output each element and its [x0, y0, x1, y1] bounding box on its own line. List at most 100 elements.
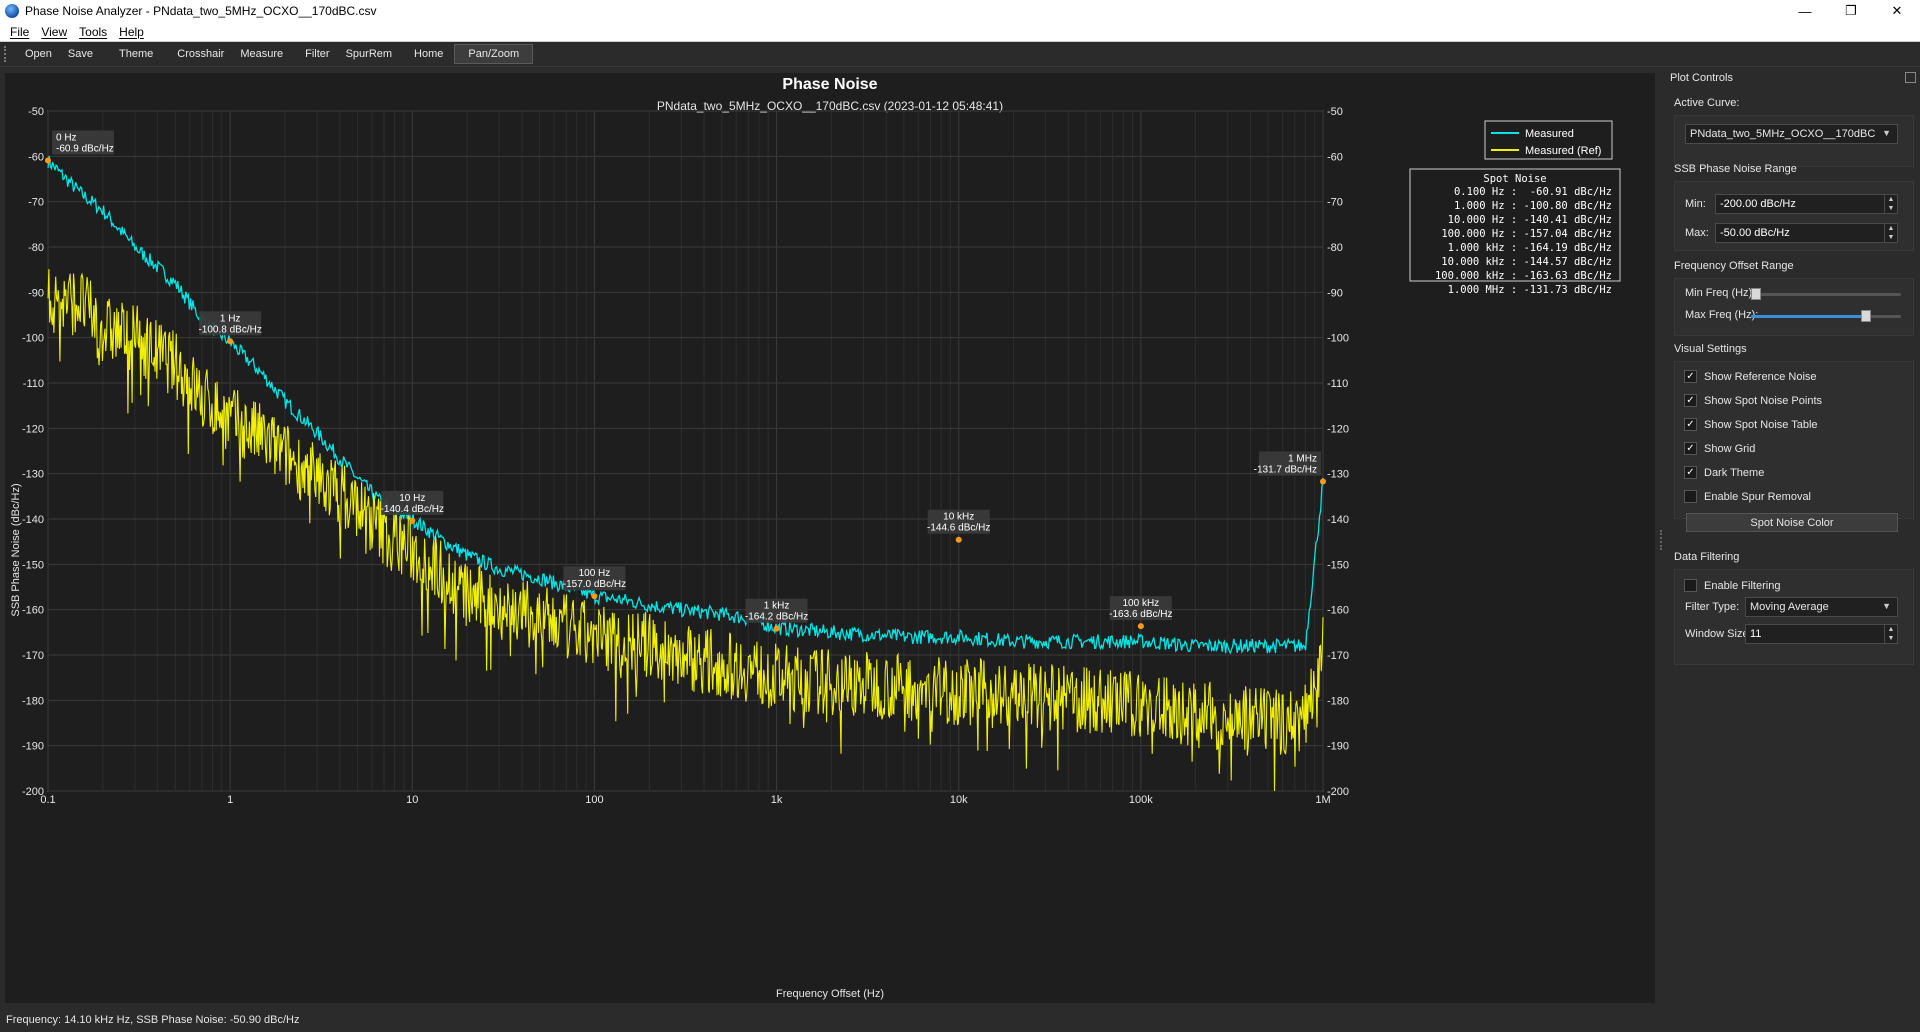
- max-label: Max:: [1685, 227, 1709, 239]
- crosshair-button[interactable]: Crosshair: [177, 48, 225, 60]
- menu-view[interactable]: View: [41, 24, 68, 39]
- plot-area[interactable]: Phase Noise PNdata_two_5MHz_OCXO__170dBC…: [5, 73, 1655, 1003]
- open-button[interactable]: Open: [25, 48, 52, 60]
- y-tick-label-left: -110: [23, 378, 44, 390]
- min-spinbox[interactable]: -200.00 dBc/Hz ▲ ▼: [1715, 194, 1898, 214]
- save-button[interactable]: Save: [67, 48, 93, 60]
- y-tick-label-left: -60: [28, 151, 44, 163]
- checkbox-icon[interactable]: ✓: [1684, 466, 1697, 479]
- float-panel-icon[interactable]: [1905, 72, 1916, 83]
- show-spot-noise-points-checkbox[interactable]: ✓ Show Spot Noise Points: [1684, 394, 1822, 407]
- y-tick-label-left: -70: [28, 197, 44, 209]
- toolbar-grip[interactable]: [4, 46, 12, 62]
- checkbox-label: Show Grid: [1704, 442, 1756, 455]
- spot-annotation-freq: 1 MHz: [1288, 454, 1317, 465]
- spot-annotation-freq: 0 Hz: [56, 132, 77, 143]
- freq-range-group: Min Freq (Hz): Max Freq (Hz):: [1674, 278, 1914, 336]
- filter-type-value: Moving Average: [1750, 601, 1829, 613]
- spot-noise-color-button[interactable]: Spot Noise Color: [1686, 513, 1898, 532]
- filter-type-select[interactable]: Moving Average ▼: [1745, 597, 1898, 617]
- y-tick-label-right: -60: [1327, 151, 1343, 163]
- phase-noise-plot[interactable]: Phase Noise PNdata_two_5MHz_OCXO__170dBC…: [5, 73, 1655, 1003]
- spot-annotation-box: [1259, 451, 1321, 476]
- splitter-handle[interactable]: [1660, 530, 1665, 550]
- y-tick-label-left: -190: [22, 741, 44, 753]
- minimize-button[interactable]: —: [1798, 3, 1812, 19]
- spot-annotation-freq: 100 kHz: [1123, 598, 1160, 609]
- home-button[interactable]: Home: [414, 48, 444, 60]
- theme-button[interactable]: Theme: [119, 48, 154, 60]
- data-filtering-group: Window Size: Filter Type: Moving Average…: [1674, 569, 1914, 665]
- plot-title: Phase Noise: [782, 76, 877, 93]
- y-tick-label-left: -150: [22, 559, 44, 571]
- spot-annotation-freq: 1 Hz: [220, 313, 241, 324]
- y-tick-label-left: -180: [22, 695, 44, 707]
- spin-arrows-icon[interactable]: ▲ ▼: [1884, 195, 1897, 213]
- checkbox-icon[interactable]: ✓: [1684, 394, 1697, 407]
- data-filtering-title: Data Filtering: [1674, 551, 1740, 563]
- x-tick-label: 0.1: [40, 794, 55, 806]
- max-freq-label: Max Freq (Hz):: [1685, 309, 1759, 321]
- spot-table-row: 1.000 kHz : -164.19 dBc/Hz: [1435, 242, 1612, 254]
- spin-arrows-icon[interactable]: ▲ ▼: [1884, 625, 1897, 643]
- enable-filtering-checkbox[interactable]: Enable Filtering: [1684, 579, 1780, 592]
- max-freq-slider-handle[interactable]: [1861, 310, 1871, 322]
- max-value: -50.00 dBc/Hz: [1720, 227, 1790, 239]
- y-tick-label-left: -160: [22, 605, 44, 617]
- menu-file[interactable]: File: [10, 24, 30, 39]
- spot-noise-point: [591, 593, 598, 600]
- spot-table-row: 0.100 Hz : -60.91 dBc/Hz: [1441, 186, 1612, 198]
- plot-controls-panel: Plot Controls Active Curve: PNdata_two_5…: [1664, 70, 1920, 1014]
- pan-zoom-button[interactable]: Pan/Zoom: [454, 44, 534, 64]
- checkbox-icon[interactable]: ✓: [1684, 370, 1697, 383]
- y-tick-label-left: -120: [22, 423, 44, 435]
- spot-table-title: Spot Noise: [1483, 173, 1546, 185]
- freq-range-title: Frequency Offset Range: [1674, 260, 1794, 272]
- spot-noise-point: [45, 157, 51, 164]
- measure-button[interactable]: Measure: [240, 48, 284, 60]
- grid: [47, 110, 1324, 792]
- close-button[interactable]: ✕: [1891, 3, 1903, 18]
- maximize-button[interactable]: ❐: [1845, 3, 1857, 18]
- active-curve-value: PNdata_two_5MHz_OCXO__170dBC: [1690, 128, 1876, 140]
- filter-button[interactable]: Filter: [305, 48, 330, 60]
- spot-noise-table: Spot Noise 0.100 Hz : -60.91 dBc/Hz 1.00…: [1409, 168, 1621, 296]
- menu-tools[interactable]: Tools: [79, 24, 108, 39]
- menu-help[interactable]: Help: [119, 24, 144, 39]
- y-tick-label-left: -140: [22, 514, 44, 526]
- dark-theme-checkbox[interactable]: ✓ Dark Theme: [1684, 466, 1764, 479]
- active-curve-select[interactable]: PNdata_two_5MHz_OCXO__170dBC ▼: [1685, 124, 1898, 144]
- show-spot-noise-table-checkbox[interactable]: ✓ Show Spot Noise Table: [1684, 418, 1818, 431]
- active-curve-label: Active Curve:: [1674, 97, 1740, 109]
- checkbox-label: Show Reference Noise: [1704, 370, 1817, 383]
- spin-arrows-icon[interactable]: ▲ ▼: [1884, 224, 1897, 242]
- title-bar: Phase Noise Analyzer - PNdata_two_5MHz_O…: [0, 0, 1920, 22]
- spot-table-box: [1409, 168, 1621, 282]
- checkbox-icon[interactable]: [1684, 490, 1697, 503]
- legend-box: [1484, 120, 1613, 160]
- x-tick-label: 1M: [1315, 794, 1330, 806]
- spot-annotation-value: -144.6 dBc/Hz: [927, 523, 990, 534]
- visual-settings-title: Visual Settings: [1674, 343, 1747, 355]
- y-tick-label-left: -80: [28, 242, 44, 254]
- checkbox-icon[interactable]: ✓: [1684, 442, 1697, 455]
- spot-noise-point: [409, 517, 416, 524]
- checkbox-icon[interactable]: ✓: [1684, 418, 1697, 431]
- min-freq-slider[interactable]: [1751, 293, 1901, 296]
- enable-spur-removal-checkbox[interactable]: Enable Spur Removal: [1684, 490, 1811, 503]
- show-reference-noise-checkbox[interactable]: ✓ Show Reference Noise: [1684, 370, 1817, 383]
- spur-removal-button[interactable]: SpurRem: [345, 48, 393, 60]
- toolbar: Open Save Theme Crosshair Measure Filter…: [0, 42, 1920, 67]
- y-tick-label-left: -90: [28, 287, 44, 299]
- y-tick-label-right: -130: [1327, 469, 1349, 481]
- chevron-down-icon: ▼: [1882, 601, 1891, 611]
- show-grid-checkbox[interactable]: ✓ Show Grid: [1684, 442, 1755, 455]
- series-measured-line: [47, 155, 1324, 655]
- max-spinbox[interactable]: -50.00 dBc/Hz ▲ ▼: [1715, 223, 1898, 243]
- spot-table-row: 10.000 kHz : -144.57 dBc/Hz: [1435, 256, 1612, 268]
- window-size-spinbox[interactable]: 11 ▲ ▼: [1745, 624, 1898, 644]
- checkbox-icon[interactable]: [1684, 579, 1697, 592]
- spot-noise-point: [227, 338, 234, 345]
- min-freq-slider-handle[interactable]: [1751, 288, 1761, 300]
- y-tick-label-right: -140: [1327, 514, 1349, 526]
